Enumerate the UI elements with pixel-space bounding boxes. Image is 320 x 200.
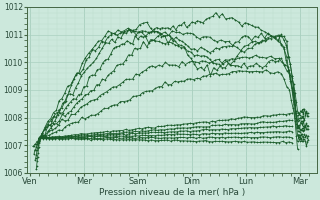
X-axis label: Pression niveau de la mer( hPa ): Pression niveau de la mer( hPa ) [99,188,245,197]
